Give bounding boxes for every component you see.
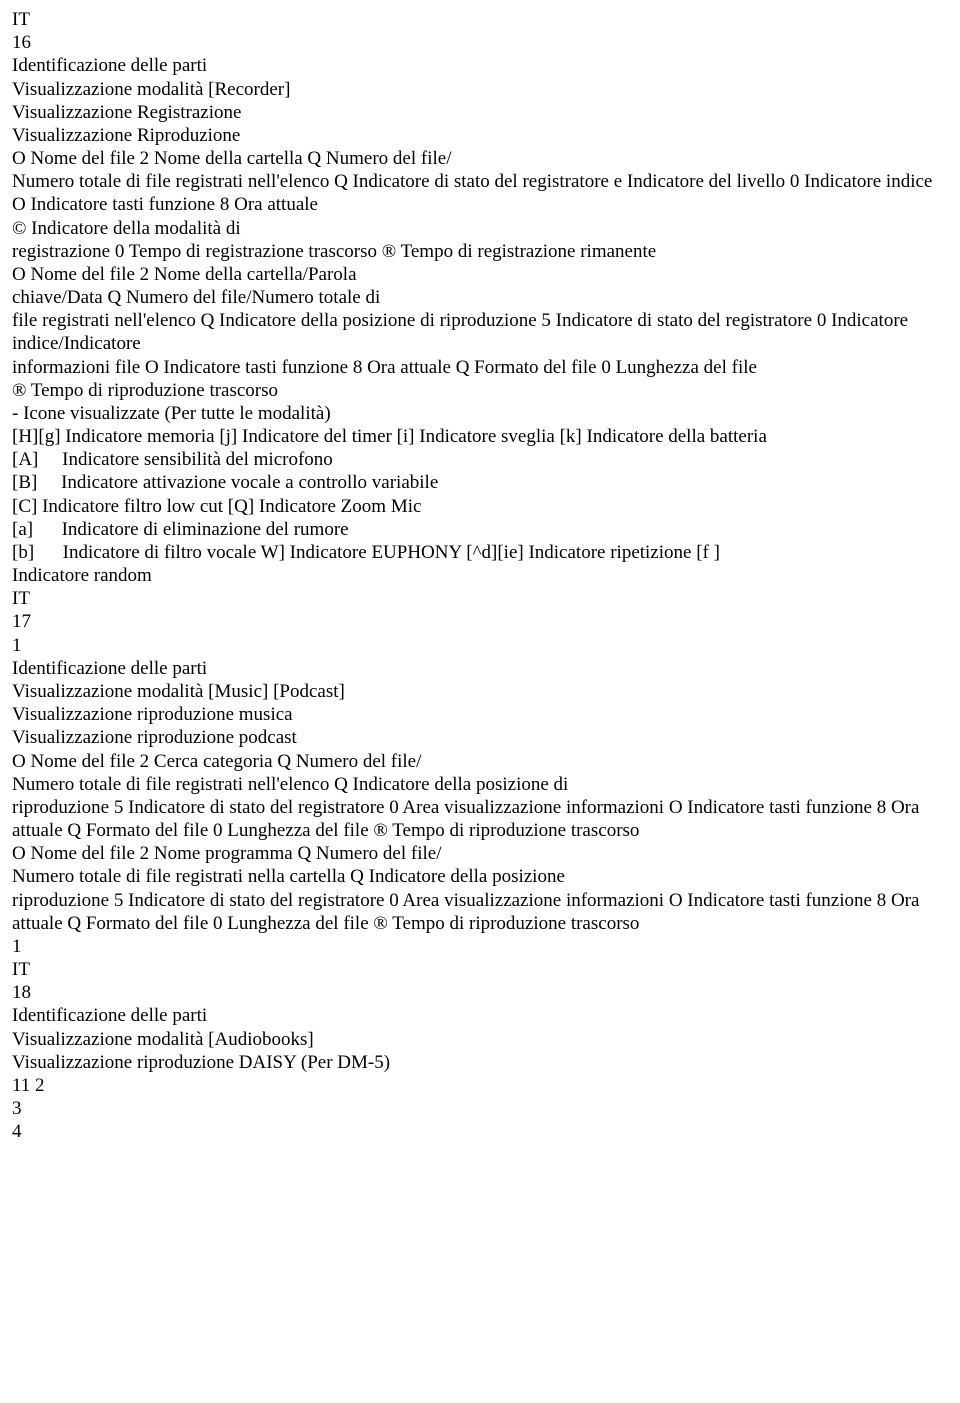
text-line: [A] Indicatore sensibilità del microfono — [12, 448, 948, 471]
text-line: - Icone visualizzate (Per tutte le modal… — [12, 402, 948, 425]
text-line: [H][g] Indicatore memoria [j] Indicatore… — [12, 425, 948, 448]
text-line: 4 — [12, 1120, 948, 1143]
text-line: [a] Indicatore di eliminazione del rumor… — [12, 518, 948, 541]
text-line: [b] Indicatore di filtro vocale W] Indic… — [12, 541, 948, 564]
text-line: riproduzione 5 Indicatore di stato del r… — [12, 889, 948, 935]
text-line: 1 — [12, 634, 948, 657]
text-line: Visualizzazione modalità [Music] [Podcas… — [12, 680, 948, 703]
text-line: Visualizzazione riproduzione DAISY (Per … — [12, 1051, 948, 1074]
text-line: Visualizzazione Riproduzione — [12, 124, 948, 147]
text-line: riproduzione 5 Indicatore di stato del r… — [12, 796, 948, 842]
text-line: Identificazione delle parti — [12, 54, 948, 77]
text-line: Identificazione delle parti — [12, 657, 948, 680]
text-line: 17 — [12, 610, 948, 633]
text-line: O Nome del file 2 Cerca categoria Q Nume… — [12, 750, 948, 773]
text-line: IT — [12, 587, 948, 610]
text-line: Visualizzazione Registrazione — [12, 101, 948, 124]
text-line: [B] Indicatore attivazione vocale a cont… — [12, 471, 948, 494]
text-line: Visualizzazione riproduzione musica — [12, 703, 948, 726]
text-line: Visualizzazione riproduzione podcast — [12, 726, 948, 749]
document-body: IT16Identificazione delle partiVisualizz… — [12, 8, 948, 1143]
text-line: ® Tempo di riproduzione trascorso — [12, 379, 948, 402]
text-line: informazioni file O Indicatore tasti fun… — [12, 356, 948, 379]
text-line: Identificazione delle parti — [12, 1004, 948, 1027]
text-line: IT — [12, 958, 948, 981]
text-line: 1 — [12, 935, 948, 958]
text-line: chiave/Data Q Numero del file/Numero tot… — [12, 286, 948, 309]
text-line: Indicatore random — [12, 564, 948, 587]
text-line: 16 — [12, 31, 948, 54]
text-line: IT — [12, 8, 948, 31]
text-line: © Indicatore della modalità di — [12, 217, 948, 240]
text-line: O Nome del file 2 Nome della cartella/Pa… — [12, 263, 948, 286]
text-line: 18 — [12, 981, 948, 1004]
text-line: Visualizzazione modalità [Audiobooks] — [12, 1028, 948, 1051]
text-line: Visualizzazione modalità [Recorder] — [12, 78, 948, 101]
text-line: Numero totale di file registrati nella c… — [12, 865, 948, 888]
text-line: 11 2 — [12, 1074, 948, 1097]
text-line: Numero totale di file registrati nell'el… — [12, 170, 948, 216]
text-line: O Nome del file 2 Nome della cartella Q … — [12, 147, 948, 170]
text-line: Numero totale di file registrati nell'el… — [12, 773, 948, 796]
text-line: registrazione 0 Tempo di registrazione t… — [12, 240, 948, 263]
text-line: [C] Indicatore filtro low cut [Q] Indica… — [12, 495, 948, 518]
text-line: O Nome del file 2 Nome programma Q Numer… — [12, 842, 948, 865]
text-line: 3 — [12, 1097, 948, 1120]
text-line: file registrati nell'elenco Q Indicatore… — [12, 309, 948, 355]
